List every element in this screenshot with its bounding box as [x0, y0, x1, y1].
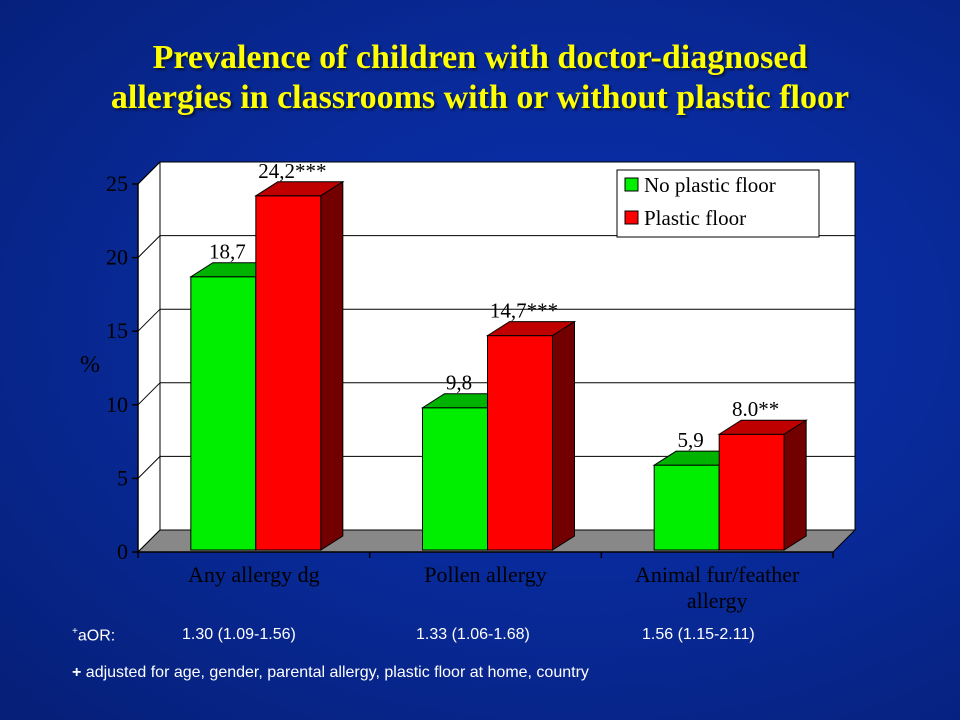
gridline-diagonal — [137, 308, 161, 332]
gridline-diagonal — [137, 235, 161, 258]
bar-no-plastic-2 — [422, 407, 488, 551]
plot-side-wall — [137, 160, 161, 554]
aor-value-1: 1.30 (1.09-1.56) — [182, 626, 296, 643]
aor-value-3: 1.56 (1.15-2.11) — [642, 626, 755, 643]
aor-value-2: 1.33 (1.06-1.68) — [416, 626, 530, 643]
y-tick-label: 5 — [117, 465, 128, 490]
legend-label-no-plastic: No plastic floor — [644, 173, 776, 197]
chart-title: Prevalence of children with doctor-diagn… — [0, 38, 960, 118]
x-category-label-3-line-2: allergy — [687, 588, 748, 613]
bar-plastic-3 — [718, 433, 785, 551]
adjusted-text: adjusted for age, gender, parental aller… — [81, 664, 589, 681]
y-axis-label: % — [80, 352, 100, 378]
chart-title-line-2: allergies in classrooms with or without … — [110, 79, 850, 116]
bar-no-plastic-3 — [653, 464, 720, 551]
legend-label-plastic: Plastic floor — [644, 206, 746, 230]
y-tick-label: 15 — [106, 318, 128, 343]
legend-swatch-no-plastic — [624, 177, 639, 192]
y-tick-label: 0 — [117, 539, 128, 564]
data-label-no-plastic-1: 18,7 — [209, 240, 246, 264]
bar-no-plastic-1 — [190, 276, 257, 551]
gridline-diagonal — [137, 456, 161, 479]
data-label-plastic-3: 8.0** — [732, 397, 779, 421]
data-label-plastic-2: 14,7*** — [490, 299, 558, 323]
chart-title-line-1: Prevalence of children with doctor-diagn… — [152, 39, 808, 76]
adjusted-note: + adjusted for age, gender, parental all… — [72, 664, 589, 682]
y-tick-label: 25 — [106, 171, 128, 196]
x-category-label-3-line-1: Animal fur/feather — [635, 562, 800, 587]
aor-row: +aOR: — [72, 626, 115, 645]
legend-box — [616, 169, 820, 238]
adjusted-plus: + — [72, 664, 82, 681]
x-category-label-2: Pollen allergy — [424, 562, 546, 587]
bar-plastic-1-side — [320, 180, 344, 551]
bar-plastic-2 — [487, 335, 553, 551]
gridline-diagonal — [137, 161, 161, 185]
bar-plastic-3-side — [783, 419, 807, 551]
bar-plastic-1 — [255, 195, 322, 551]
legend-swatch-plastic — [624, 210, 639, 225]
data-label-plastic-1: 24,2*** — [258, 159, 326, 183]
x-category-label-1: Any allergy dg — [188, 562, 320, 587]
aor-superscript: + — [72, 626, 78, 637]
bar-plastic-2-side — [552, 320, 575, 551]
aor-label: aOR: — [77, 627, 116, 645]
y-tick-label: 10 — [106, 392, 128, 417]
data-label-no-plastic-2: 9,8 — [446, 371, 472, 395]
gridline-diagonal — [137, 382, 161, 406]
data-label-no-plastic-3: 5,9 — [678, 428, 704, 452]
y-tick-label: 20 — [106, 245, 128, 270]
